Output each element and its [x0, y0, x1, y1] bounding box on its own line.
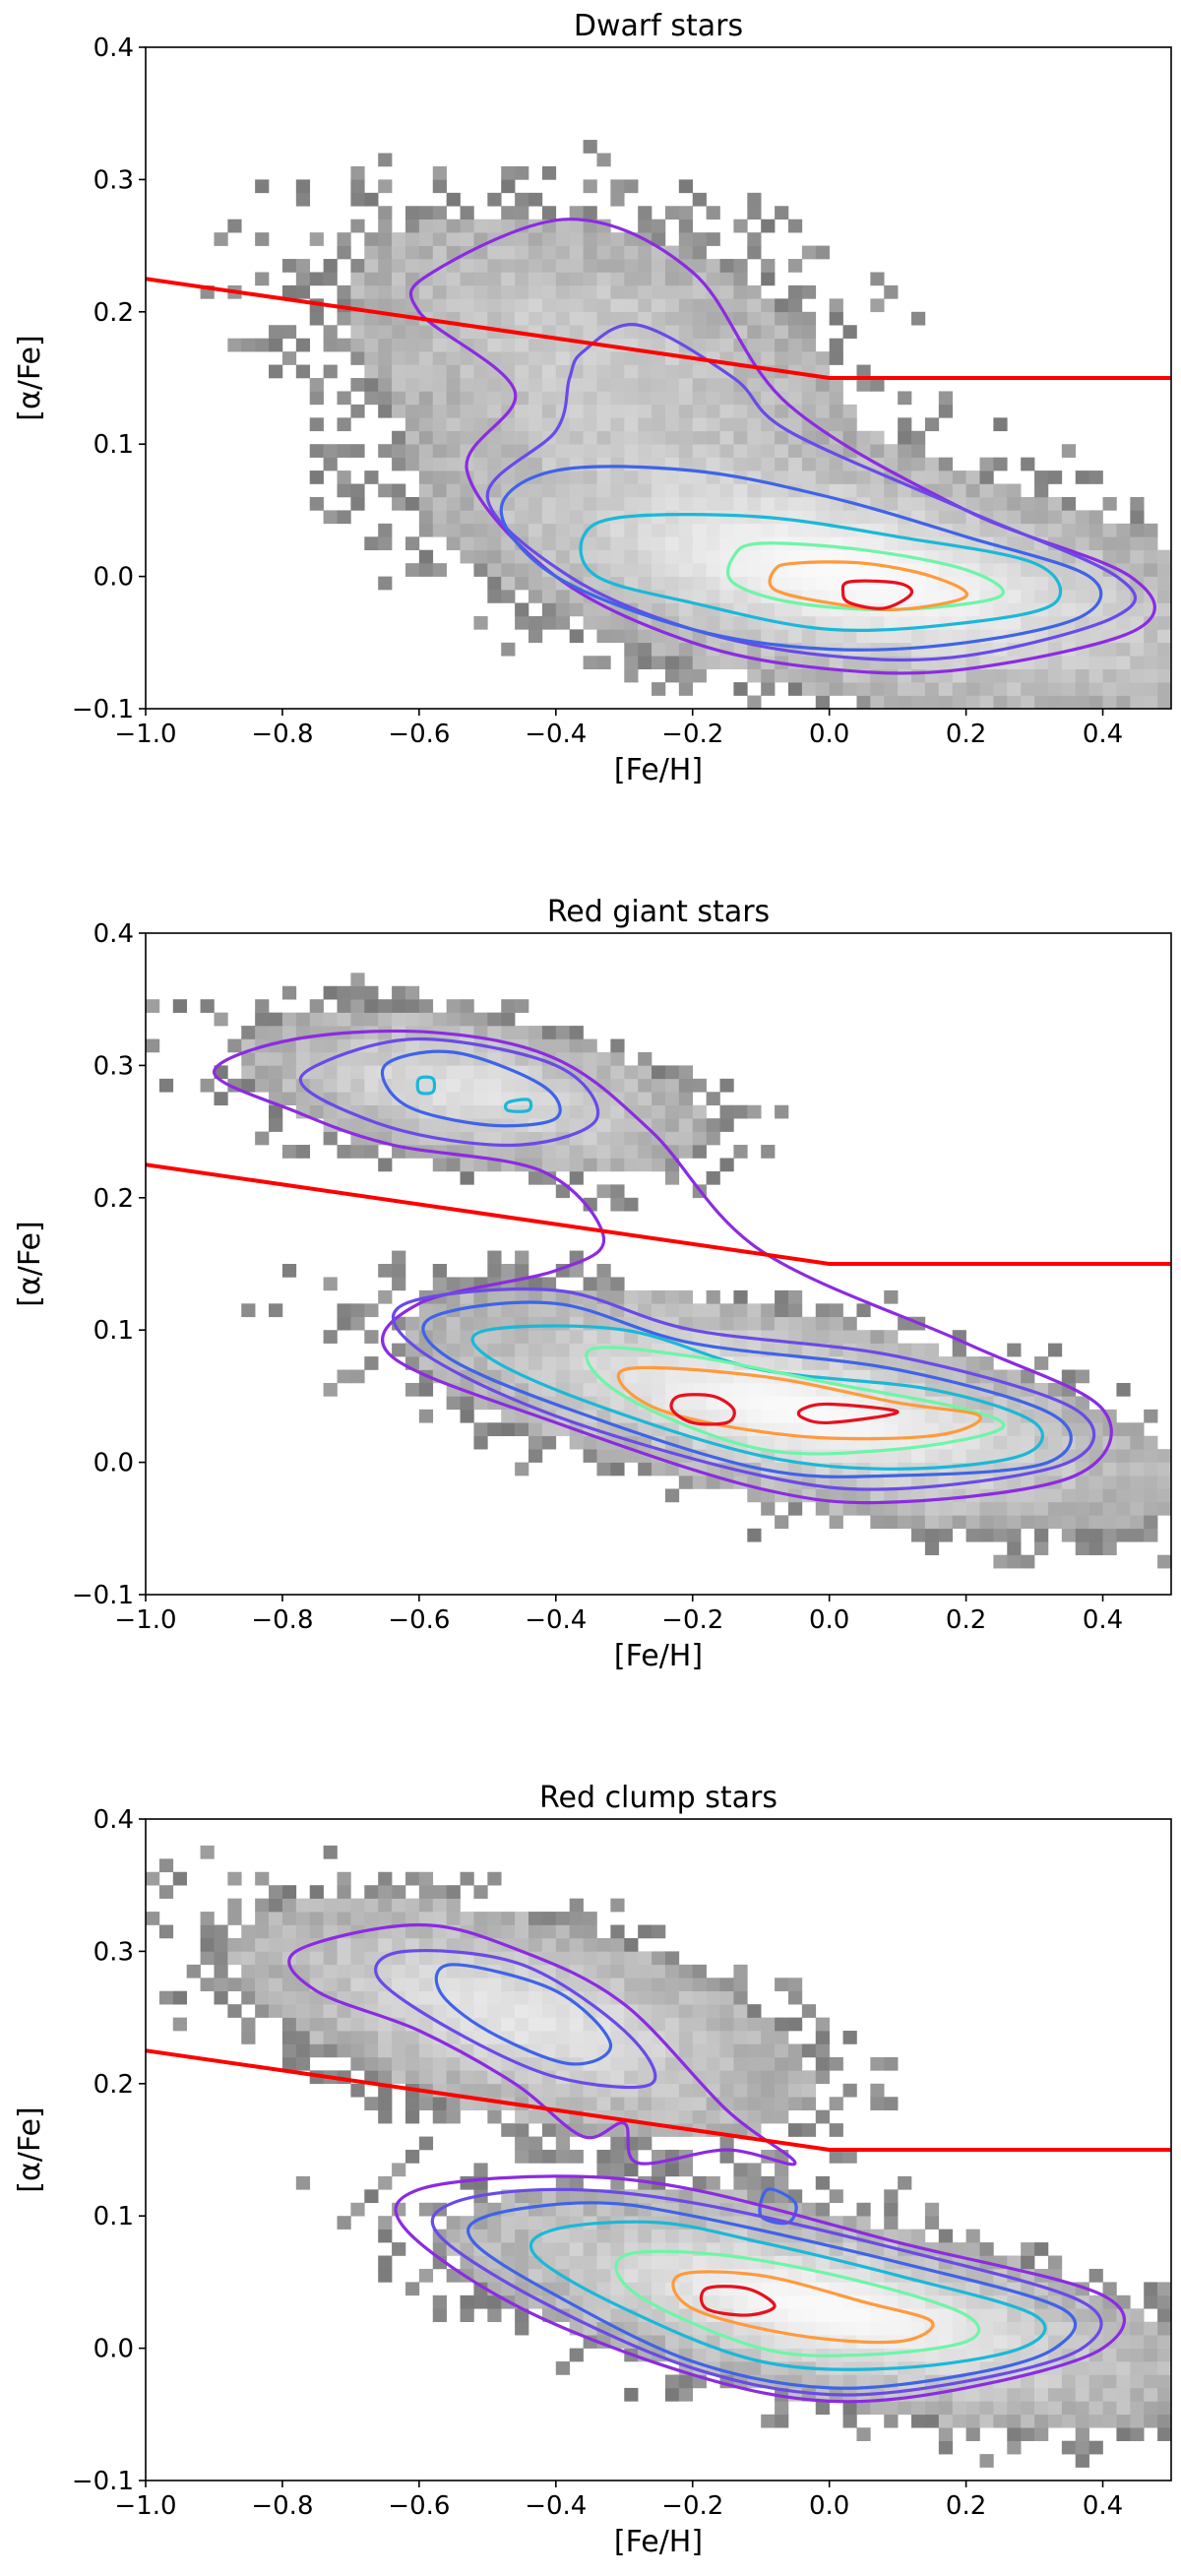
x-tick-label: 0.2	[946, 1605, 986, 1635]
y-tick-label: 0.4	[93, 33, 134, 63]
contour-line	[528, 2220, 1047, 2371]
contour-line	[768, 560, 969, 611]
panel-dwarf-stars: −1.0 −0.8 −0.6 −0.4 −0.2 0.0 0.2 0.4 −0.1 0.0 0.1 0…	[13, 9, 1172, 787]
contour-line	[380, 1049, 562, 1128]
y-tick-label: 0.2	[93, 2070, 134, 2100]
plot-frame	[145, 1818, 1172, 2482]
contour-line	[430, 2187, 1103, 2397]
x-tick-label: −0.4	[525, 1605, 587, 1635]
x-tick-label: −1.0	[114, 1605, 176, 1635]
panel-title: Dwarf stars	[574, 9, 743, 43]
contour-line	[466, 2201, 1078, 2390]
contour-line	[298, 1037, 600, 1148]
x-tick-label: 0.0	[809, 1605, 849, 1635]
contour-line	[699, 2285, 777, 2317]
x-tick-label: 0.2	[946, 720, 986, 749]
y-tick-label: −0.1	[72, 695, 134, 724]
contour-line	[415, 1075, 437, 1096]
contour-line	[499, 465, 1103, 652]
x-tick-label: −0.4	[525, 720, 587, 749]
contour-line	[503, 1098, 533, 1113]
x-tick-label: −1.0	[114, 2491, 176, 2521]
x-tick-label: −0.2	[661, 720, 723, 749]
panel-red-clump-stars: −1.0 −0.8 −0.6 −0.4 −0.2 0.0 0.2 0.4 −0.1 0.0 0.1 0…	[13, 1781, 1172, 2559]
x-tick-label: −0.8	[251, 720, 313, 749]
y-tick-label: 0.3	[93, 1051, 134, 1081]
y-tick-label: 0.0	[93, 2335, 134, 2364]
y-tick-label: 0.4	[93, 919, 134, 949]
x-tick-label: −0.6	[388, 1605, 450, 1635]
y-tick-label: 0.2	[93, 1184, 134, 1214]
x-tick-label: −1.0	[114, 720, 176, 749]
contour-line	[434, 1963, 613, 2066]
density-contours	[212, 1029, 1113, 1505]
contour-line	[796, 1402, 900, 1425]
x-axis-label: [Fe/H]	[614, 1639, 703, 1673]
y-axis-label: [α/Fe]	[13, 2106, 47, 2192]
contour-line	[840, 579, 914, 610]
separation-line	[146, 277, 1171, 380]
x-tick-label: 0.4	[1083, 1605, 1123, 1635]
contour-line	[374, 1949, 657, 2090]
x-axis-label: [Fe/H]	[614, 2525, 703, 2559]
density-histogram	[146, 1845, 1171, 2468]
density-contours	[408, 218, 1156, 675]
x-tick-label: −0.2	[661, 1605, 723, 1635]
contour-line	[421, 1300, 1073, 1478]
panel-red-giant-stars: −1.0 −0.8 −0.6 −0.4 −0.2 0.0 0.2 0.4 −0.1 0.0 0.1 0…	[13, 895, 1172, 1673]
y-tick-label: 0.3	[93, 1937, 134, 1967]
y-tick-label: 0.0	[93, 563, 134, 593]
y-tick-label: −0.1	[72, 1581, 134, 1610]
x-tick-label: −0.6	[388, 720, 450, 749]
x-tick-label: −0.4	[525, 2491, 587, 2521]
separation-line	[146, 1162, 1171, 1266]
y-tick-label: 0.3	[93, 165, 134, 195]
x-tick-label: 0.2	[946, 2491, 986, 2521]
contour-line	[408, 218, 1156, 675]
contour-line	[287, 1922, 797, 2167]
y-tick-label: −0.1	[72, 2467, 134, 2496]
density-contours	[287, 1922, 1126, 2404]
contour-line	[671, 2270, 935, 2345]
density-histogram	[146, 973, 1171, 1569]
contour-line	[212, 1029, 1113, 1505]
x-tick-label: −0.2	[661, 2491, 723, 2521]
x-tick-label: −0.8	[251, 1605, 313, 1635]
x-tick-label: −0.6	[388, 2491, 450, 2521]
y-tick-label: 0.4	[93, 1805, 134, 1835]
x-tick-label: 0.4	[1083, 2491, 1123, 2521]
density-histogram	[200, 140, 1171, 709]
y-tick-label: 0.1	[93, 1316, 134, 1346]
contour-line	[579, 513, 1063, 632]
contour-line	[392, 1288, 1096, 1491]
panel-title: Red clump stars	[539, 1781, 777, 1815]
x-tick-label: 0.0	[809, 720, 849, 749]
contour-line	[470, 1324, 1044, 1471]
contour-line	[485, 323, 1137, 662]
y-tick-label: 0.2	[93, 298, 134, 328]
separation-line	[146, 2048, 1171, 2152]
contour-line	[669, 1393, 736, 1426]
y-axis-label: [α/Fe]	[13, 1221, 47, 1306]
y-tick-label: 0.1	[93, 430, 134, 460]
plot-frame	[145, 932, 1172, 1596]
panel-title: Red giant stars	[547, 895, 770, 929]
x-tick-label: 0.0	[809, 2491, 849, 2521]
x-axis-label: [Fe/H]	[614, 753, 703, 787]
y-axis-label: [α/Fe]	[13, 335, 47, 420]
x-tick-label: −0.8	[251, 2491, 313, 2521]
plot-frame	[145, 46, 1172, 710]
contour-line	[614, 2249, 981, 2357]
x-tick-label: 0.4	[1083, 720, 1123, 749]
contour-line	[394, 2174, 1126, 2404]
y-tick-label: 0.1	[93, 2202, 134, 2231]
contour-line	[585, 1346, 1006, 1456]
y-tick-label: 0.0	[93, 1449, 134, 1478]
